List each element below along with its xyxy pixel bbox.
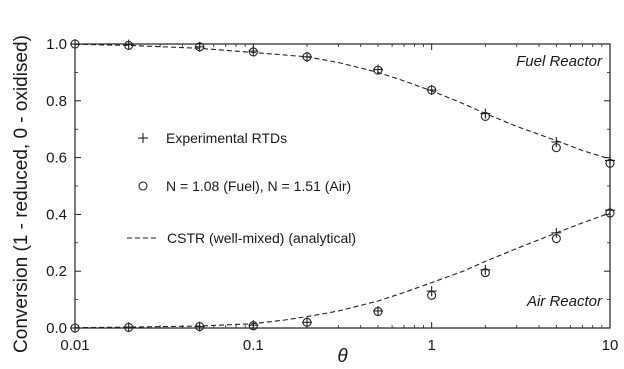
air-circle-point [124,322,134,332]
legend-plus-marker [138,133,148,143]
x-axis-title: θ [337,346,348,367]
legend: Experimental RTDs N = 1.08 (Fuel), N = 1.… [127,130,356,246]
fuel-circle-point [373,65,383,75]
curves [74,43,611,329]
y-axis-title: Conversion (1 - reduced, 0 - oxidised) [11,35,32,353]
fuel-reactor-label: Fuel Reactor [516,53,603,70]
y-tick-label: 0.0 [46,320,67,337]
legend-circle-marker [138,181,148,191]
fuel-circle-point [605,158,615,168]
x-tick-label: 0.1 [243,337,264,354]
fuel-circle-point [427,85,437,95]
y-tick-label: 0.2 [46,263,67,280]
air-cstr-curve [74,212,611,329]
air-circle-point [551,233,561,244]
air-plus-point [551,227,562,238]
air-circle-point [195,322,205,332]
legend-label: Experimental RTDs [166,130,287,146]
air-circle-point [480,268,490,278]
y-tick-label: 0.4 [46,206,67,223]
air-circle-point [427,290,437,300]
x-tick-label: 10 [602,337,619,354]
y-tick-label: 0.8 [46,93,67,110]
fuel-circle-point [124,40,134,50]
air-circle-point [373,306,383,317]
air-circle-point [605,208,615,218]
labels: θ Conversion (1 - reduced, 0 - oxidised) F… [11,35,603,367]
y-tick-label: 1.0 [46,36,67,53]
legend-label: N = 1.08 (Fuel), N = 1.51 (Air) [166,178,351,194]
fuel-cstr-curve [74,43,611,160]
air-reactor-label: Air Reactor [526,293,603,310]
fuel-circle-point [195,42,205,52]
ticks: 0.01 0.1 1 10 0.0 0.2 0.4 0.6 0.8 1.0 [46,36,618,354]
fuel-circle-point [551,143,561,153]
fuel-circle-point [302,52,312,62]
x-tick-label: 0.01 [60,337,89,354]
fuel-circle-point [480,111,490,121]
x-tick-label: 1 [427,337,435,354]
y-tick-label: 0.6 [46,150,67,167]
fuel-plus-point [426,85,437,96]
air-circle-point [248,321,258,331]
legend-label: CSTR (well-mixed) (analytical) [167,230,356,246]
fuel-plus-point [551,136,562,147]
fuel-plus-point [302,51,313,62]
